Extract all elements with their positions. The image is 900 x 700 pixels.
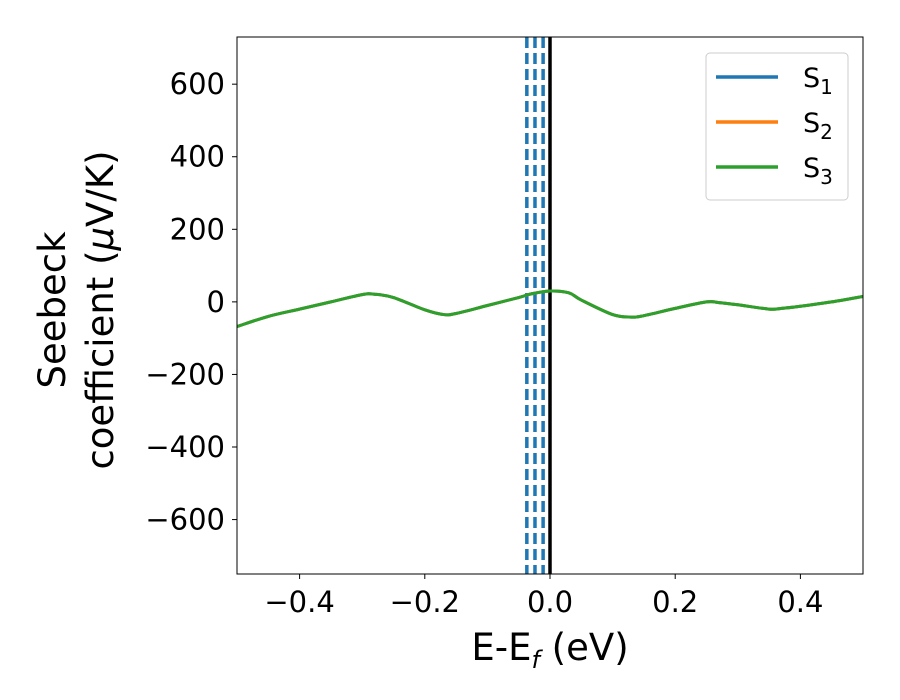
x-tick-label: 0.0	[527, 585, 573, 619]
y-tick-label: −600	[145, 503, 225, 537]
y-tick-label: −400	[145, 430, 225, 464]
y-tick-label: 200	[170, 212, 225, 246]
x-tick-label: 0.2	[652, 585, 698, 619]
y-tick-label: 400	[170, 140, 225, 174]
x-tick-label: −0.4	[264, 585, 334, 619]
x-axis-label: E-Ef (eV)	[471, 626, 628, 674]
y-axis-label-line2: coefficient (μV/K)	[79, 150, 122, 469]
series-line-s3	[237, 289, 863, 328]
legend-label-s3: S3	[803, 153, 833, 189]
legend-label-s1: S1	[803, 63, 833, 99]
legend: S1 S2 S3	[705, 52, 849, 201]
x-tick-label: −0.2	[390, 585, 460, 619]
y-tick-label: 600	[170, 67, 225, 101]
y-axis-label-line1: Seebeck	[31, 231, 74, 389]
legend-box	[705, 52, 849, 201]
legend-label-s2: S2	[803, 108, 833, 144]
y-tick-label: 0	[207, 285, 225, 319]
y-tick-label: −200	[145, 357, 225, 391]
x-tick-label: 0.4	[777, 585, 823, 619]
